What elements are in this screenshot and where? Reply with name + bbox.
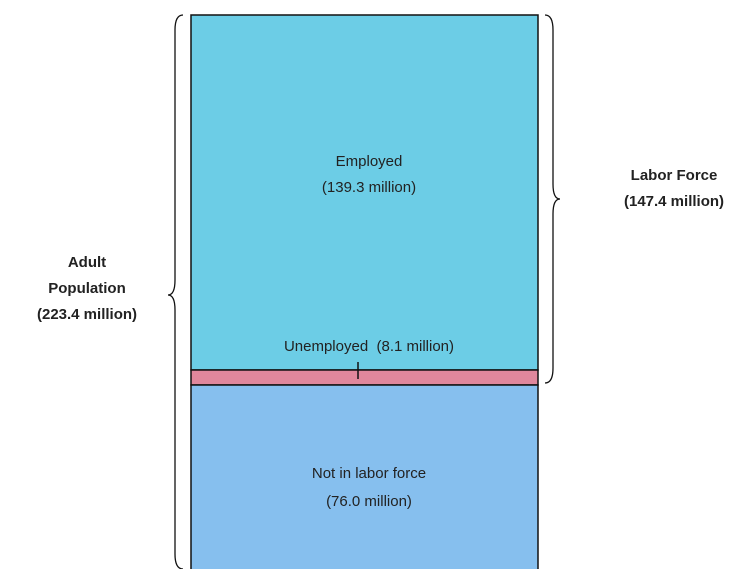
bracket-label: (223.4 million) xyxy=(37,306,137,323)
box-label: Not in labor force xyxy=(312,465,426,482)
left-brace xyxy=(167,14,184,569)
bracket-label: Population xyxy=(48,280,126,297)
unemployed-box xyxy=(190,369,539,386)
right-brace xyxy=(544,14,561,384)
bracket-label: Labor Force xyxy=(631,167,718,184)
box-amount: (76.0 million) xyxy=(326,493,412,510)
employed-box xyxy=(190,14,539,371)
box-amount: (139.3 million) xyxy=(322,179,416,196)
bracket-label: Adult xyxy=(68,254,106,271)
box-label: Unemployed (8.1 million) xyxy=(284,338,454,355)
box-label: Employed xyxy=(336,153,403,170)
not-in-labor-box xyxy=(190,384,539,569)
bracket-label: (147.4 million) xyxy=(624,193,724,210)
